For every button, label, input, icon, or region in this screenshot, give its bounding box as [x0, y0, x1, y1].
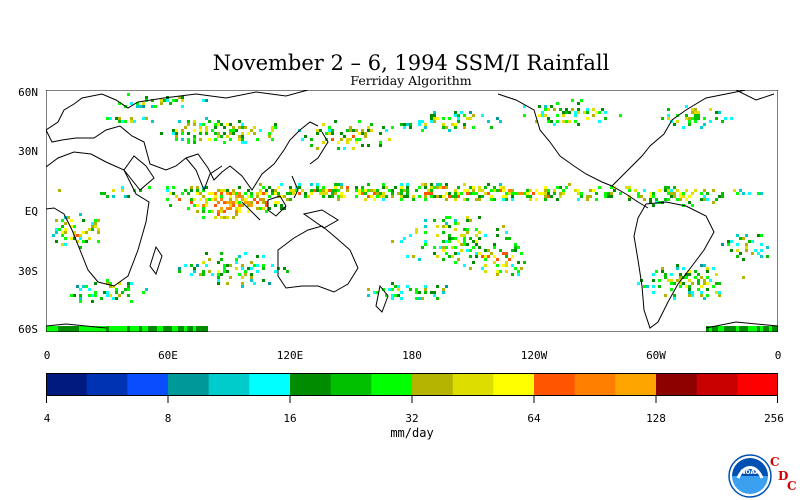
coastline-madagascar [149, 245, 163, 276]
colorbar-cell [249, 373, 291, 395]
noaa-cdc-logo: NOAA C D C [726, 453, 800, 500]
cdc-letter-c2: C [787, 479, 797, 493]
colorbar-label-64: 64 [527, 412, 541, 425]
colorbar-cell [412, 373, 454, 395]
map-title: November 2 – 6, 1994 SSM/I Rainfall [212, 51, 610, 75]
coastline-eurasia [46, 90, 319, 191]
coastlines [46, 90, 778, 329]
colorbar-cell [86, 373, 128, 395]
cdc-letter-c1: C [770, 455, 780, 469]
colorbar-label-256: 256 [764, 412, 784, 425]
colorbar-cells [46, 373, 778, 395]
lon-label-0: 0 [43, 349, 51, 362]
colorbar-cell [290, 373, 332, 395]
lon-label-60w: 60W [646, 349, 666, 362]
colorbar [46, 373, 778, 403]
colorbar-label-4: 4 [43, 412, 51, 425]
lon-label-180: 180 [402, 349, 422, 362]
coastline-india [185, 157, 223, 192]
lon-label-60e: 60E [158, 349, 178, 362]
coastline-japan [309, 131, 329, 165]
colorbar-cell [330, 373, 372, 395]
colorbar-cell [534, 373, 576, 395]
lat-label-eq: EQ [24, 205, 38, 218]
colorbar-cell [371, 373, 413, 395]
coastline-philippines [291, 175, 299, 199]
colorbar-cell [656, 373, 698, 395]
rainfall-field [46, 93, 778, 332]
coastline-arabia [123, 155, 155, 191]
lat-label-60n: 60N [18, 86, 38, 99]
colorbar-label-8: 8 [164, 412, 172, 425]
lat-label-30s: 30S [18, 265, 38, 278]
lon-label-0-east: 0 [774, 349, 782, 362]
coastline-australia [277, 225, 359, 293]
noaa-logo-text: NOAA [740, 469, 760, 476]
cdc-letter-d: D [778, 469, 789, 483]
colorbar-cell [696, 373, 738, 395]
coastline-sumatra [241, 201, 261, 221]
coastline-borneo [267, 195, 287, 217]
colorbar-label-32: 32 [405, 412, 419, 425]
coastline-africa [46, 151, 150, 287]
rainfall-map [46, 90, 778, 332]
coastline-antarctica-west [46, 323, 107, 329]
lat-label-60s: 60S [18, 323, 38, 336]
colorbar-cell [493, 373, 535, 395]
colorbar-label-128: 128 [646, 412, 666, 425]
colorbar-cell [208, 373, 250, 395]
map-background [46, 90, 778, 332]
coastline-antarctica-east [705, 321, 778, 329]
coastline-centralamerica [611, 185, 649, 209]
colorbar-units: mm/day [390, 426, 434, 440]
colorbar-ticks [46, 395, 778, 403]
colorbar-cell [127, 373, 169, 395]
lat-label-30n: 30N [18, 145, 38, 158]
colorbar-cell [46, 373, 88, 395]
coastline-southamerica [633, 201, 715, 329]
colorbar-label-16: 16 [283, 412, 297, 425]
coastline-northamerica [497, 90, 747, 187]
noaa-logo: NOAA [728, 454, 772, 498]
colorbar-cell [737, 373, 778, 395]
coastline-newzealand [375, 284, 389, 313]
lon-label-120w: 120W [520, 349, 548, 362]
colorbar-cell [615, 373, 657, 395]
coastline-newguinea [302, 209, 339, 229]
map-subtitle: Ferriday Algorithm [350, 73, 472, 88]
lon-label-120e: 120E [276, 349, 304, 362]
colorbar-cell [574, 373, 616, 395]
coastline-greenland [735, 90, 775, 101]
colorbar-cell [168, 373, 210, 395]
colorbar-cell [452, 373, 494, 395]
